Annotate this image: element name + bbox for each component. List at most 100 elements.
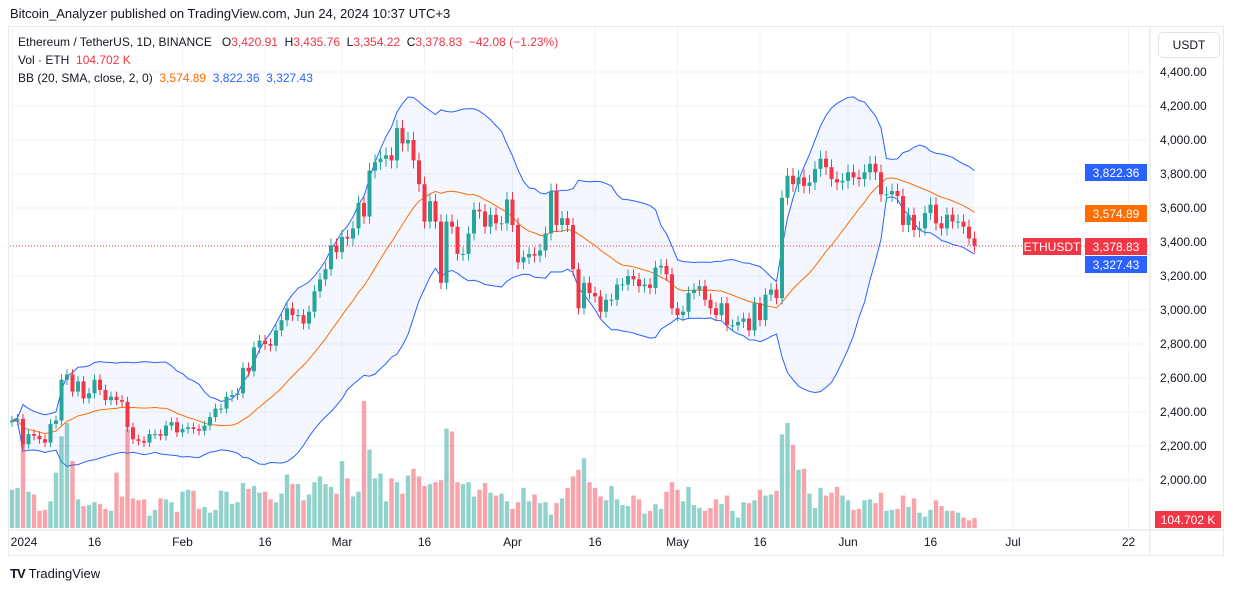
- price-tick-label: 4,400.00: [1160, 65, 1207, 79]
- bb-label[interactable]: BB (20, SMA, close, 2, 0): [18, 71, 153, 85]
- price-tick-label: 2,000.00: [1160, 473, 1207, 487]
- volume-bar: [136, 500, 141, 528]
- volume-bar: [31, 494, 37, 528]
- volume-bar: [438, 480, 444, 528]
- candle-body: [967, 226, 971, 239]
- candle-body: [268, 344, 273, 346]
- candle-body: [43, 439, 47, 443]
- currency-button[interactable]: USDT: [1158, 32, 1220, 58]
- volume-bar: [383, 501, 389, 528]
- tradingview-logo-icon: TV: [10, 566, 26, 581]
- candle-body: [945, 214, 949, 229]
- volume-bar: [169, 502, 174, 528]
- volume-bar: [636, 499, 642, 528]
- bb-upper-badge: [1085, 164, 1147, 181]
- candle-body: [549, 191, 553, 234]
- candle-body: [835, 179, 839, 183]
- candle-body: [351, 228, 355, 239]
- last-price-badge: [1085, 238, 1147, 255]
- volume-bar: [796, 469, 801, 528]
- volume-bar: [323, 484, 328, 528]
- candle-body: [917, 228, 922, 231]
- volume-bar: [114, 472, 119, 528]
- candle-body: [818, 158, 823, 169]
- volume-bar: [702, 510, 708, 528]
- candle-body: [98, 379, 102, 390]
- candle-body: [950, 214, 955, 222]
- candle-body: [301, 315, 306, 324]
- volume-bar: [378, 473, 383, 528]
- volume-bar: [647, 510, 653, 528]
- volume-bar: [455, 482, 460, 528]
- volume-bar: [262, 491, 268, 528]
- candle-body: [356, 202, 361, 229]
- candle-body: [219, 408, 223, 410]
- volume-bar: [878, 492, 884, 528]
- candle-body: [103, 389, 108, 401]
- tradingview-logo-text: TradingView: [28, 566, 101, 581]
- candle-body: [362, 202, 366, 217]
- volume-label[interactable]: Vol · ETH: [18, 53, 70, 67]
- candle-body: [15, 418, 20, 421]
- candle-body: [114, 396, 119, 401]
- candle-body: [505, 199, 509, 224]
- volume-badge-text: 104.702 K: [1161, 513, 1216, 527]
- time-axis[interactable]: 2024 16 Feb 16 Mar 16 Apr 16 May 16 Jun 16 Jul 22: [11, 535, 1136, 549]
- volume-bar: [532, 494, 537, 528]
- time-tick-label: Feb: [172, 535, 193, 549]
- candle-body: [730, 325, 735, 327]
- candle-body: [59, 379, 64, 421]
- symbol-legend: Ethereum / TetherUS, 1D, BINANCE O3,420.…: [18, 35, 558, 49]
- candle-body: [692, 289, 696, 293]
- tradingview-logo[interactable]: TV TradingView: [10, 566, 100, 581]
- volume-bar: [510, 508, 515, 528]
- candle-body: [384, 155, 388, 159]
- volume-bar: [416, 476, 422, 528]
- volume-bar: [862, 500, 867, 528]
- volume-bar: [427, 484, 433, 528]
- volume-bar: [53, 472, 59, 528]
- candle-body: [466, 233, 471, 254]
- volume-legend: Vol · ETH 104.702 K: [18, 53, 131, 67]
- volume-bar: [246, 488, 251, 528]
- volume-bar: [9, 489, 15, 528]
- symbol-name[interactable]: Ethereum / TetherUS, 1D, BINANCE: [18, 35, 212, 49]
- volume-bar: [856, 508, 862, 528]
- volume-bar: [26, 491, 31, 528]
- volume-bar: [86, 505, 92, 528]
- volume-bar: [719, 504, 724, 528]
- volume-bar: [955, 512, 961, 528]
- candle-body: [180, 429, 185, 433]
- volume-bar: [933, 500, 939, 528]
- volume-bar: [625, 506, 631, 528]
- time-tick-label: 16: [418, 535, 432, 549]
- bb-lower-badge-text: 3,327.43: [1093, 258, 1140, 272]
- candle-body: [131, 427, 135, 440]
- volume-bar: [922, 516, 928, 528]
- volume-bar: [158, 498, 163, 528]
- price-axis[interactable]: 4,400.00 4,200.00 4,000.00 3,800.00 3,600.00…: [1160, 65, 1207, 487]
- open-value: 3,420.91: [231, 35, 278, 49]
- candle-body: [527, 253, 531, 258]
- candle-body: [142, 440, 146, 443]
- candle-body: [246, 367, 251, 372]
- volume-bar: [356, 491, 361, 528]
- price-tick-label: 3,800.00: [1160, 167, 1207, 181]
- candle-body: [862, 172, 867, 180]
- candle-body: [824, 158, 828, 168]
- volume-bar: [125, 428, 130, 528]
- price-tick-label: 2,200.00: [1160, 439, 1207, 453]
- bb-legend: BB (20, SMA, close, 2, 0) 3,574.89 3,822…: [18, 71, 313, 85]
- candle-body: [939, 223, 944, 229]
- volume-bar: [829, 492, 834, 528]
- candle-body: [620, 284, 625, 286]
- volume-bar: [141, 499, 147, 528]
- candle-body: [241, 367, 245, 394]
- candle-body: [725, 303, 729, 326]
- candle-body: [571, 225, 575, 270]
- volume-bar: [631, 495, 636, 528]
- candle-body: [158, 434, 163, 436]
- candle-body: [164, 425, 168, 436]
- candle-body: [169, 422, 174, 426]
